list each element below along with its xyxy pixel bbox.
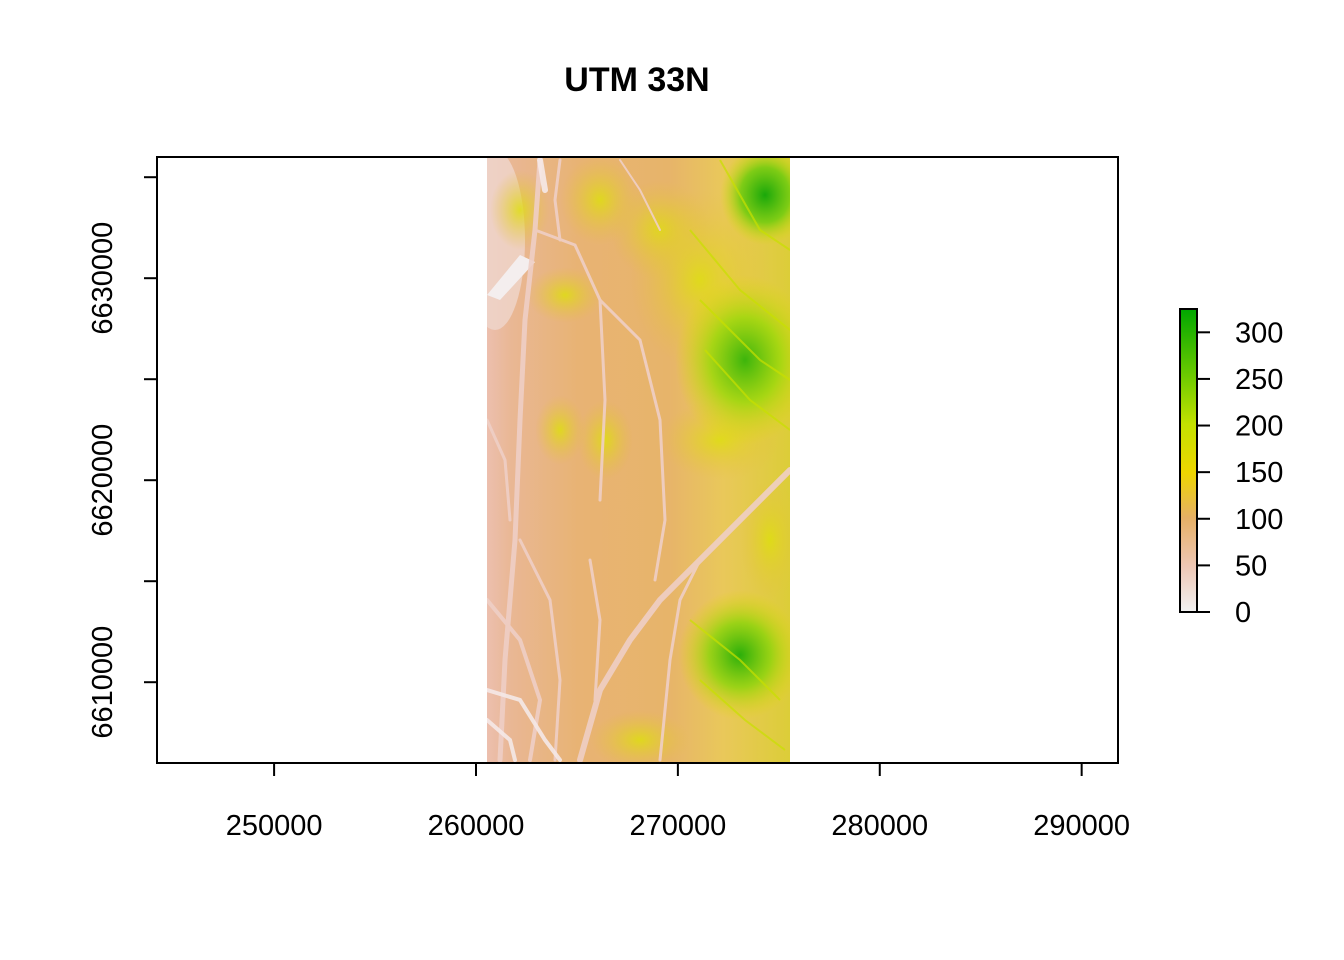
legend-tick-label: 200 [1235, 411, 1283, 443]
legend: 0 50 100 150 200 250 300 [1179, 308, 1283, 629]
x-tick-label: 250000 [226, 810, 323, 842]
x-axis: 250000 260000 270000 280000 290000 [226, 763, 1130, 842]
x-tick-label: 260000 [428, 810, 525, 842]
plot-frame [156, 156, 1119, 764]
legend-tick-label: 150 [1235, 457, 1283, 489]
legend-tick-label: 250 [1235, 364, 1283, 396]
map-title: UTM 33N [564, 61, 709, 99]
x-tick-label: 290000 [1033, 810, 1130, 842]
y-tick-label: 6610000 [87, 626, 119, 739]
y-axis: 6610000 6620000 6630000 [87, 176, 157, 739]
x-tick-label: 280000 [831, 810, 928, 842]
legend-tick-label: 50 [1235, 550, 1267, 582]
y-tick-label: 6630000 [87, 222, 119, 335]
legend-tick-label: 0 [1235, 597, 1251, 629]
legend-tick-label: 300 [1235, 317, 1283, 349]
elevation-raster [487, 157, 790, 763]
legend-colorbar [1179, 308, 1198, 613]
legend-tick-label: 100 [1235, 504, 1283, 536]
y-tick-label: 6620000 [87, 424, 119, 537]
x-tick-label: 270000 [629, 810, 726, 842]
